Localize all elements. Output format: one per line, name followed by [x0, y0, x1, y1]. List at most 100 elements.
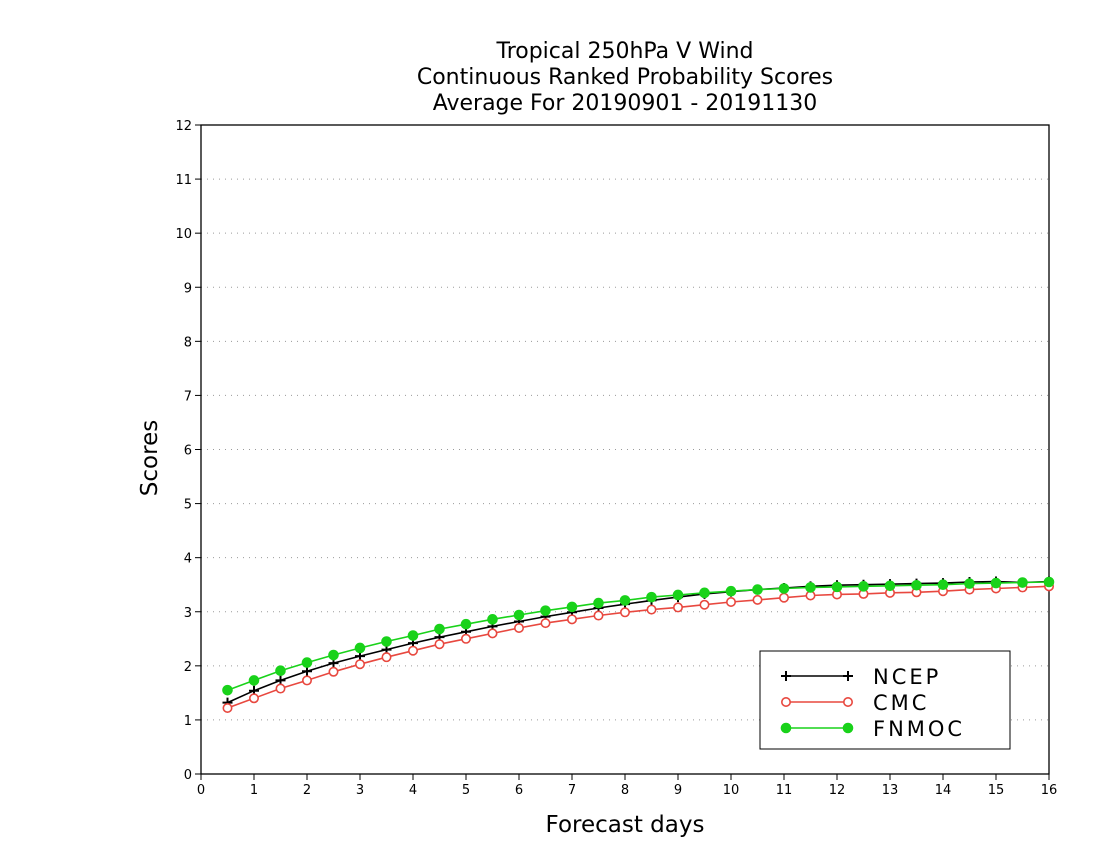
data-point-fnmoc — [381, 636, 392, 647]
data-point-fnmoc — [884, 580, 896, 592]
y-tick-label: 9 — [184, 281, 192, 296]
data-point-fnmoc — [831, 581, 843, 593]
data-point-cmc — [275, 683, 286, 694]
data-point-fnmoc — [1017, 577, 1028, 588]
legend-label-cmc: CMC — [873, 691, 929, 715]
chart-title-line-1: Tropical 250hPa V Wind — [495, 39, 753, 64]
data-point-fnmoc — [566, 601, 578, 613]
legend-marker-ncep — [781, 671, 791, 681]
x-tick-label: 1 — [250, 783, 258, 798]
data-point-fnmoc — [248, 675, 260, 686]
x-tick-label: 0 — [197, 783, 205, 798]
y-tick-label: 8 — [184, 335, 192, 350]
y-tick-label: 7 — [184, 389, 192, 404]
data-point-fnmoc — [434, 623, 445, 635]
data-point-cmc — [540, 618, 551, 629]
data-point-fnmoc — [858, 581, 869, 592]
x-tick-label: 5 — [462, 783, 470, 798]
data-point-cmc — [222, 703, 233, 714]
chart-title-line-3: Average For 20190901 - 20191130 — [433, 91, 818, 116]
x-axis-label: Forecast days — [546, 812, 705, 838]
data-point-cmc — [249, 693, 260, 704]
data-point-cmc — [301, 675, 312, 686]
data-point-fnmoc — [619, 595, 631, 606]
data-point-ncep — [302, 666, 312, 677]
series-layer — [222, 576, 1055, 714]
data-point-cmc — [672, 602, 683, 613]
data-point-fnmoc — [752, 584, 763, 595]
data-point-fnmoc — [805, 582, 816, 593]
legend-marker-cmc — [842, 696, 853, 707]
legend-item-ncep: NCEP — [781, 665, 938, 689]
y-tick-label: 2 — [184, 660, 192, 675]
legend-item-cmc: CMC — [780, 691, 929, 715]
x-tick-label: 6 — [515, 783, 523, 798]
data-point-fnmoc — [301, 657, 313, 668]
data-point-fnmoc — [328, 649, 339, 661]
data-point-cmc — [328, 666, 339, 677]
x-tick-label: 2 — [303, 783, 311, 798]
data-point-fnmoc — [275, 665, 286, 677]
data-point-cmc — [407, 645, 418, 656]
data-point-cmc — [354, 659, 365, 670]
x-tick-label: 10 — [723, 783, 740, 798]
y-tick-label: 0 — [184, 768, 192, 783]
x-tick-label: 12 — [829, 783, 846, 798]
data-point-cmc — [381, 652, 392, 663]
data-point-cmc — [487, 628, 498, 639]
data-point-fnmoc — [937, 579, 949, 591]
x-tick-label: 16 — [1041, 783, 1058, 798]
data-point-cmc — [646, 604, 657, 615]
y-tick-label: 1 — [184, 714, 192, 729]
data-point-fnmoc — [593, 597, 604, 609]
x-tick-label: 8 — [621, 783, 629, 798]
y-axis-label: Scores — [137, 420, 163, 496]
legend-label-fnmoc: FNMOC — [873, 717, 965, 741]
x-tick-label: 4 — [409, 783, 417, 798]
x-tick-label: 11 — [776, 783, 793, 798]
data-point-fnmoc — [699, 587, 710, 599]
data-point-fnmoc — [672, 589, 684, 601]
legend-marker-ncep — [843, 671, 853, 681]
data-point-fnmoc — [407, 630, 419, 641]
legend-box — [759, 650, 1011, 750]
y-tick-label: 10 — [175, 227, 192, 242]
data-point-fnmoc — [911, 579, 922, 591]
y-tick-label: 5 — [184, 498, 192, 513]
series-fnmoc — [222, 576, 1055, 696]
data-point-fnmoc — [725, 585, 737, 597]
data-point-fnmoc — [964, 578, 975, 589]
data-point-fnmoc — [487, 614, 498, 625]
legend-item-fnmoc: FNMOC — [780, 717, 965, 741]
gridlines — [201, 178, 1049, 721]
data-point-cmc — [725, 597, 736, 608]
data-point-cmc — [699, 599, 710, 610]
data-point-cmc — [619, 607, 630, 618]
x-tick-label: 14 — [935, 783, 952, 798]
data-point-cmc — [566, 614, 577, 625]
x-tick-label: 3 — [356, 783, 364, 798]
data-point-cmc — [752, 594, 763, 605]
y-tick-label: 11 — [175, 173, 192, 188]
data-point-fnmoc — [778, 583, 790, 594]
legend-marker-cmc — [780, 696, 791, 707]
data-point-cmc — [460, 633, 471, 644]
y-tick-label: 3 — [184, 606, 192, 621]
data-point-fnmoc — [990, 577, 1002, 589]
data-point-fnmoc — [540, 605, 551, 616]
data-point-fnmoc — [222, 684, 233, 696]
data-point-fnmoc — [354, 642, 366, 654]
data-point-fnmoc — [646, 591, 657, 603]
y-tick-label: 12 — [175, 119, 192, 134]
x-tick-label: 9 — [674, 783, 682, 798]
data-point-fnmoc — [460, 618, 472, 630]
data-point-fnmoc — [1043, 576, 1055, 588]
y-tick-label: 6 — [184, 444, 192, 459]
data-point-cmc — [434, 639, 445, 650]
x-tick-label: 7 — [568, 783, 576, 798]
y-tick-label: 4 — [184, 552, 192, 567]
data-point-cmc — [513, 622, 524, 633]
